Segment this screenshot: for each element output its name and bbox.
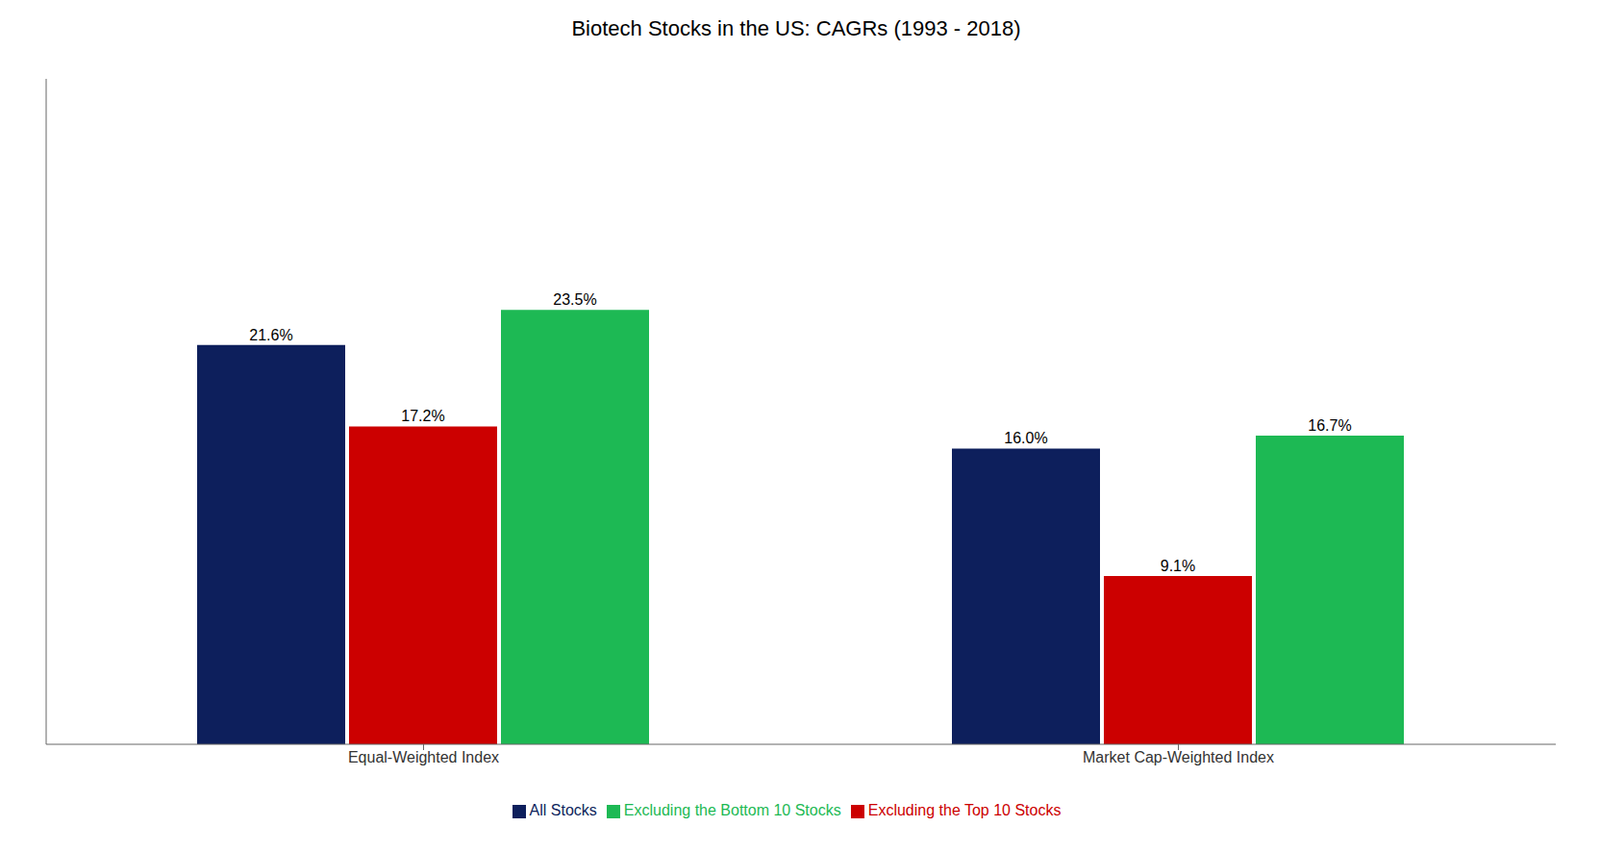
html-text:Excluding the Top 10 Stocks: Excluding the Top 10 Stocks [867, 801, 1061, 819]
svg-text:21.6%: 21.6% [249, 326, 293, 344]
svg-text:Market Cap-Weighted Index: Market Cap-Weighted Index [1082, 749, 1275, 766]
svg-text:17.2%: 17.2% [400, 407, 445, 425]
html-text:Biotech Stocks in the US: CAGR: Biotech Stocks in the US: CAGRs (1993 - … [571, 16, 1021, 41]
svg-text:16.7%: 16.7% [1307, 417, 1351, 434]
svg-text:16.0%: 16.0% [1003, 429, 1048, 447]
svg-text:Equal-Weighted Index: Equal-Weighted Index [348, 749, 500, 766]
svg-text:9.1%: 9.1% [1160, 557, 1196, 575]
html-text:All Stocks: All Stocks [529, 801, 597, 819]
html-text:Excluding the Bottom 10 Stocks: Excluding the Bottom 10 Stocks [623, 801, 842, 819]
svg-text:23.5%: 23.5% [552, 291, 597, 308]
